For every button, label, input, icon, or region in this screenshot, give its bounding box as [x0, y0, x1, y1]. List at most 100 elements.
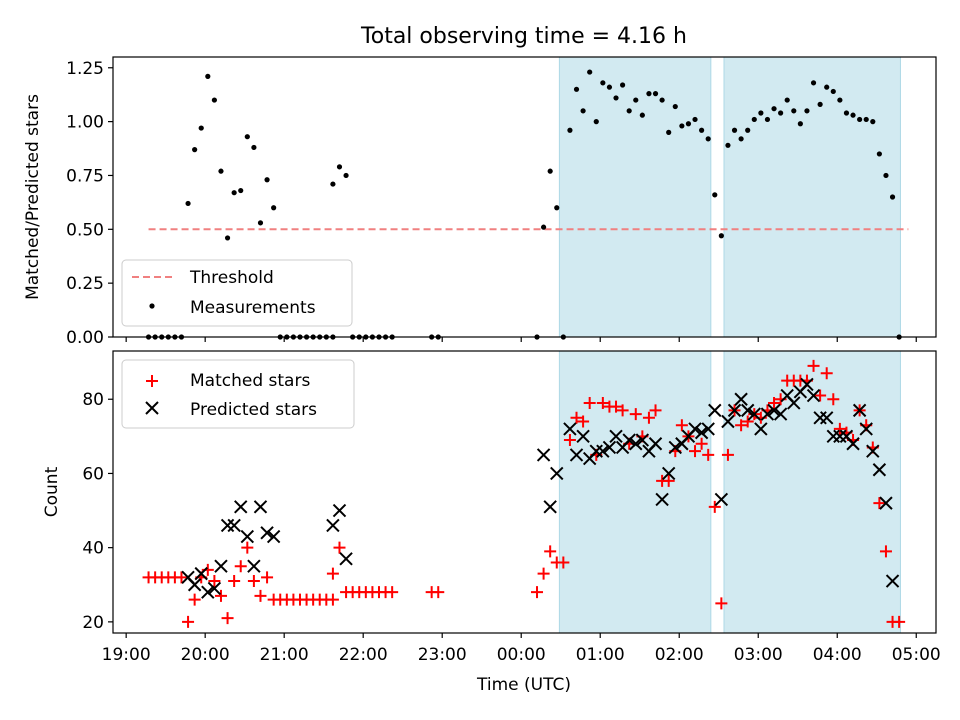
predicted-star-point — [701, 422, 715, 436]
measurement-point — [731, 127, 738, 133]
matched-star-point — [570, 411, 583, 424]
x-tick-label: 02:00 — [655, 645, 704, 665]
predicted-star-point — [813, 411, 827, 425]
predicted-star-point — [602, 440, 617, 455]
top-axes-frame — [112, 56, 937, 338]
y-tick-label: 80 — [82, 390, 104, 410]
shaded-interval-2 — [723, 56, 901, 338]
matched-star-point — [893, 615, 906, 628]
matched-star-point — [326, 567, 339, 580]
measurement-point — [705, 136, 711, 142]
predicted-star-point — [806, 388, 821, 403]
measurement-point — [791, 108, 797, 114]
measurement-point — [876, 151, 882, 157]
measurement-point — [198, 125, 204, 131]
matched-star-point — [544, 545, 557, 558]
predicted-star-point — [668, 440, 682, 455]
predicted-star-point — [576, 429, 590, 444]
measurement-point — [817, 101, 823, 107]
x-axis-label: Time (UTC) — [476, 675, 571, 695]
top-y-axis-label: Matched/Predicted stars — [23, 94, 43, 300]
measurement-point — [633, 97, 639, 103]
measurement-point — [192, 147, 198, 153]
chart-title: Total observing time = 4.16 h — [360, 24, 687, 49]
matched-star-point — [807, 359, 820, 372]
measurement-point — [244, 134, 250, 140]
matched-star-point — [702, 448, 715, 461]
predicted-star-point — [247, 559, 261, 573]
x-tick-label: 21:00 — [260, 645, 309, 665]
measurement-point — [211, 97, 217, 103]
predicted-star-point — [859, 422, 873, 436]
predicted-star-point — [655, 492, 669, 507]
measurement-point — [738, 136, 744, 142]
bottom-x-axis: 19:00 20:00 21:00 22:00 23:00 00:00 01:00 02:00… — [102, 633, 941, 665]
y-tick-label: 1.00 — [66, 113, 104, 133]
measurement-point — [830, 88, 836, 95]
measurement-point — [330, 181, 336, 187]
measurement-point — [824, 84, 830, 90]
bottom-legend-box — [121, 359, 355, 429]
bottom-y-axis: 20 40 60 80 — [82, 390, 113, 633]
measurement-point — [837, 97, 843, 103]
measurement-point — [797, 121, 803, 127]
predicted-star-point — [234, 500, 248, 514]
matched-star-point — [715, 597, 728, 610]
predicted-star-point — [721, 414, 735, 429]
bottom-y-axis-label: Count — [42, 466, 62, 517]
measurement-point — [778, 110, 784, 116]
measurement-point — [758, 110, 764, 116]
matched-star-point — [221, 612, 234, 625]
predicted-star-point — [872, 463, 887, 477]
measurement-point — [257, 220, 264, 226]
predicted-star-point — [201, 585, 215, 599]
predicted-star-point — [661, 466, 676, 481]
predicted-star-point — [866, 444, 880, 458]
bottom-shaded-intervals — [558, 350, 901, 634]
predicted-star-point — [536, 448, 551, 462]
measurement-point — [271, 205, 277, 211]
measurement-point — [685, 121, 692, 127]
x-tick-label: 19:00 — [102, 645, 151, 665]
predicted-star-point — [194, 566, 208, 581]
measurement-point — [857, 116, 863, 123]
measurement-point — [850, 112, 856, 118]
legend-matched-label: Matched stars — [190, 371, 310, 391]
predicted-star-point — [852, 403, 867, 418]
matched-star-point — [254, 589, 267, 602]
predicted-star-point — [727, 403, 742, 418]
measurement-point — [863, 116, 869, 123]
measurement-point — [692, 116, 698, 123]
legend-predicted-swatch — [145, 401, 159, 415]
measurement-points — [145, 69, 902, 340]
measurement-point — [554, 205, 560, 211]
matched-star-point — [175, 571, 188, 584]
measurement-point — [343, 172, 349, 179]
measurement-point — [679, 123, 685, 129]
y-tick-label: 0.50 — [66, 220, 104, 240]
measurement-point — [843, 110, 850, 116]
matched-star-point — [182, 615, 195, 628]
measurement-point — [251, 144, 257, 151]
measurement-point — [889, 194, 896, 200]
measurement-point — [672, 103, 678, 110]
measurement-point — [580, 108, 586, 114]
measurement-point — [547, 168, 553, 174]
measurement-point — [626, 108, 632, 114]
matched-star-point — [721, 448, 734, 461]
matched-star-point — [689, 445, 702, 458]
matched-star-point — [432, 586, 445, 599]
matched-star-point — [768, 396, 781, 409]
y-tick-label: 20 — [82, 613, 104, 633]
y-tick-label: 0.25 — [66, 274, 104, 294]
predicted-star-point — [253, 500, 268, 514]
shaded-interval-1 — [558, 56, 712, 338]
top-legend-box — [121, 259, 353, 327]
legend-threshold-label: Threshold — [189, 268, 274, 288]
measurement-point — [587, 69, 593, 75]
matched-star-point — [610, 400, 623, 413]
measurement-point — [699, 127, 705, 133]
predicted-star-point — [543, 500, 557, 514]
predicted-star-point — [819, 411, 834, 425]
predicted-star-point — [609, 429, 623, 444]
